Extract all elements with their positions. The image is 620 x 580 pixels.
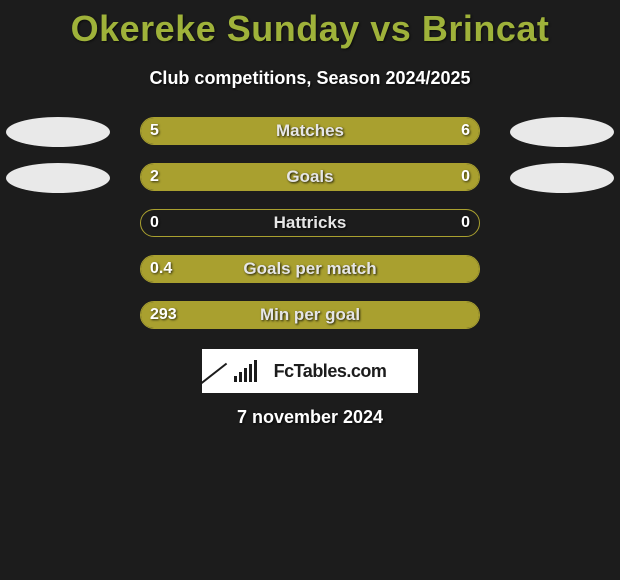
club-logo-placeholder-right bbox=[510, 117, 614, 147]
bar-track bbox=[140, 301, 480, 329]
value-left: 0.4 bbox=[150, 255, 172, 283]
club-logo-placeholder-left bbox=[6, 117, 110, 147]
value-left: 5 bbox=[150, 117, 159, 145]
comparison-chart: 56Matches20Goals00Hattricks0.4Goals per … bbox=[0, 117, 620, 331]
logo-trend-line-icon bbox=[200, 363, 226, 384]
stat-row: 293Min per goal bbox=[0, 301, 620, 331]
stat-row: 20Goals bbox=[0, 163, 620, 193]
bar-fill-left bbox=[141, 302, 479, 328]
page-title: Okereke Sunday vs Brincat bbox=[0, 0, 620, 50]
value-right: 0 bbox=[461, 163, 470, 191]
value-left: 293 bbox=[150, 301, 177, 329]
value-right: 6 bbox=[461, 117, 470, 145]
bar-fill-left bbox=[141, 118, 286, 144]
club-logo-placeholder-left bbox=[6, 163, 110, 193]
snapshot-date: 7 november 2024 bbox=[0, 407, 620, 428]
bar-fill-left bbox=[141, 256, 479, 282]
bar-fill-right bbox=[286, 118, 479, 144]
stat-row: 00Hattricks bbox=[0, 209, 620, 239]
bar-track bbox=[140, 117, 480, 145]
logo-text: FcTables.com bbox=[274, 361, 387, 382]
bar-track bbox=[140, 209, 480, 237]
logo-bars-icon bbox=[234, 360, 268, 382]
bar-fill-left bbox=[141, 164, 401, 190]
stat-row: 56Matches bbox=[0, 117, 620, 147]
club-logo-placeholder-right bbox=[510, 163, 614, 193]
logo-box: FcTables.com bbox=[202, 349, 418, 393]
value-left: 2 bbox=[150, 163, 159, 191]
bar-track bbox=[140, 163, 480, 191]
stat-row: 0.4Goals per match bbox=[0, 255, 620, 285]
bar-track bbox=[140, 255, 480, 283]
value-left: 0 bbox=[150, 209, 159, 237]
page-subtitle: Club competitions, Season 2024/2025 bbox=[0, 68, 620, 89]
value-right: 0 bbox=[461, 209, 470, 237]
